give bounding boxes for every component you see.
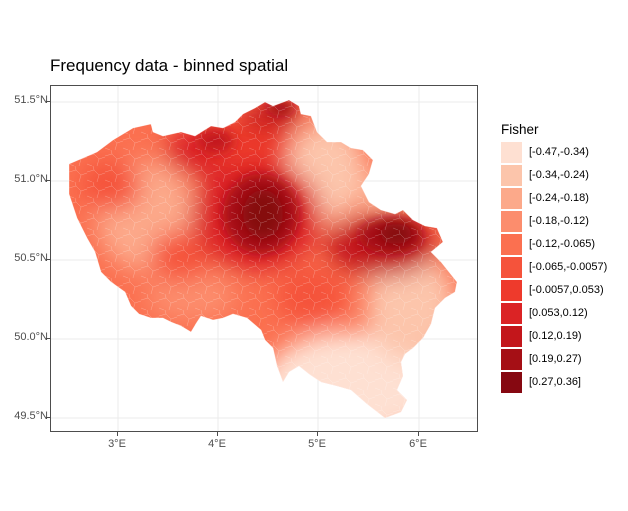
legend-swatch [501,303,522,324]
legend-label: [0.053,0.12) [529,307,588,319]
x-tick-label: 5°E [308,438,326,450]
legend-swatch [501,349,522,370]
y-tick-label: 49.5°N [14,410,48,422]
choropleth-regions [69,100,457,418]
belgium-map [51,86,477,431]
legend-label: [0.12,0.19) [529,330,582,342]
x-tick-label: 3°E [108,438,126,450]
y-tick-label: 50.5°N [14,252,48,264]
y-tick-label: 50.0°N [14,331,48,343]
legend-label: [0.27,0.36] [529,376,581,388]
legend-swatch [501,372,522,393]
legend-swatch [501,257,522,278]
y-tick-label: 51.0°N [14,173,48,185]
legend-swatch [501,280,522,301]
x-tick-mark [317,432,318,436]
legend-swatch [501,142,522,163]
y-tick-mark [46,180,50,181]
x-tick-mark [117,432,118,436]
x-tick-label: 6°E [409,438,427,450]
country-outline [68,99,458,419]
map-panel [50,85,478,432]
legend-title: Fisher [501,122,539,137]
x-tick-mark [217,432,218,436]
legend-swatch [501,234,522,255]
y-tick-label: 51.5°N [14,94,48,106]
legend-swatch [501,188,522,209]
legend-label: [-0.0057,0.053) [529,284,604,296]
y-tick-mark [46,338,50,339]
y-tick-mark [46,417,50,418]
legend-label: [-0.47,-0.34) [529,146,589,158]
x-tick-mark [418,432,419,436]
y-tick-mark [46,259,50,260]
legend-label: [-0.065,-0.0057) [529,261,608,273]
legend-label: [-0.34,-0.24) [529,169,589,181]
x-tick-label: 4°E [208,438,226,450]
legend-label: [0.19,0.27) [529,353,582,365]
legend-swatch [501,326,522,347]
legend-swatch [501,211,522,232]
legend-swatch [501,165,522,186]
legend-label: [-0.18,-0.12) [529,215,589,227]
legend-label: [-0.24,-0.18) [529,192,589,204]
legend-label: [-0.12,-0.065) [529,238,596,250]
plot-title: Frequency data - binned spatial [50,56,289,75]
y-tick-mark [46,101,50,102]
